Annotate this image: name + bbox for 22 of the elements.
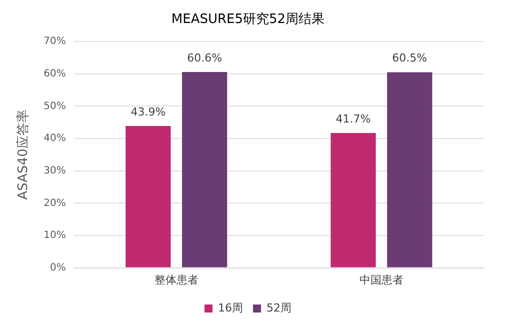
x-tick-label: 中国患者 [359,273,404,286]
data-label: 41.7% [336,112,371,126]
y-tick-label: 50% [44,100,66,112]
y-tick-label: 70% [44,36,66,48]
x-tick-label: 整体患者 [154,273,198,286]
y-axis-title: ASAS40应答率 [15,110,32,200]
y-tick-label: 0% [50,262,66,274]
chart-title: MEASURE5研究52周结果 [171,12,325,28]
legend-label: 16周 [218,301,244,314]
legend-label: 52周 [266,301,292,314]
y-tick-label: 30% [44,165,66,176]
y-tick-label: 60% [44,68,66,80]
data-label: 60.5% [392,52,428,65]
data-label: 43.9% [130,105,166,118]
data-label: 60.6% [187,51,222,64]
bar [387,72,432,268]
y-tick-label: 20% [44,198,66,209]
bar [330,133,376,268]
bar [182,72,228,268]
y-tick-label: 40% [44,133,66,144]
y-tick-label: 10% [44,230,66,242]
bar [126,126,171,268]
